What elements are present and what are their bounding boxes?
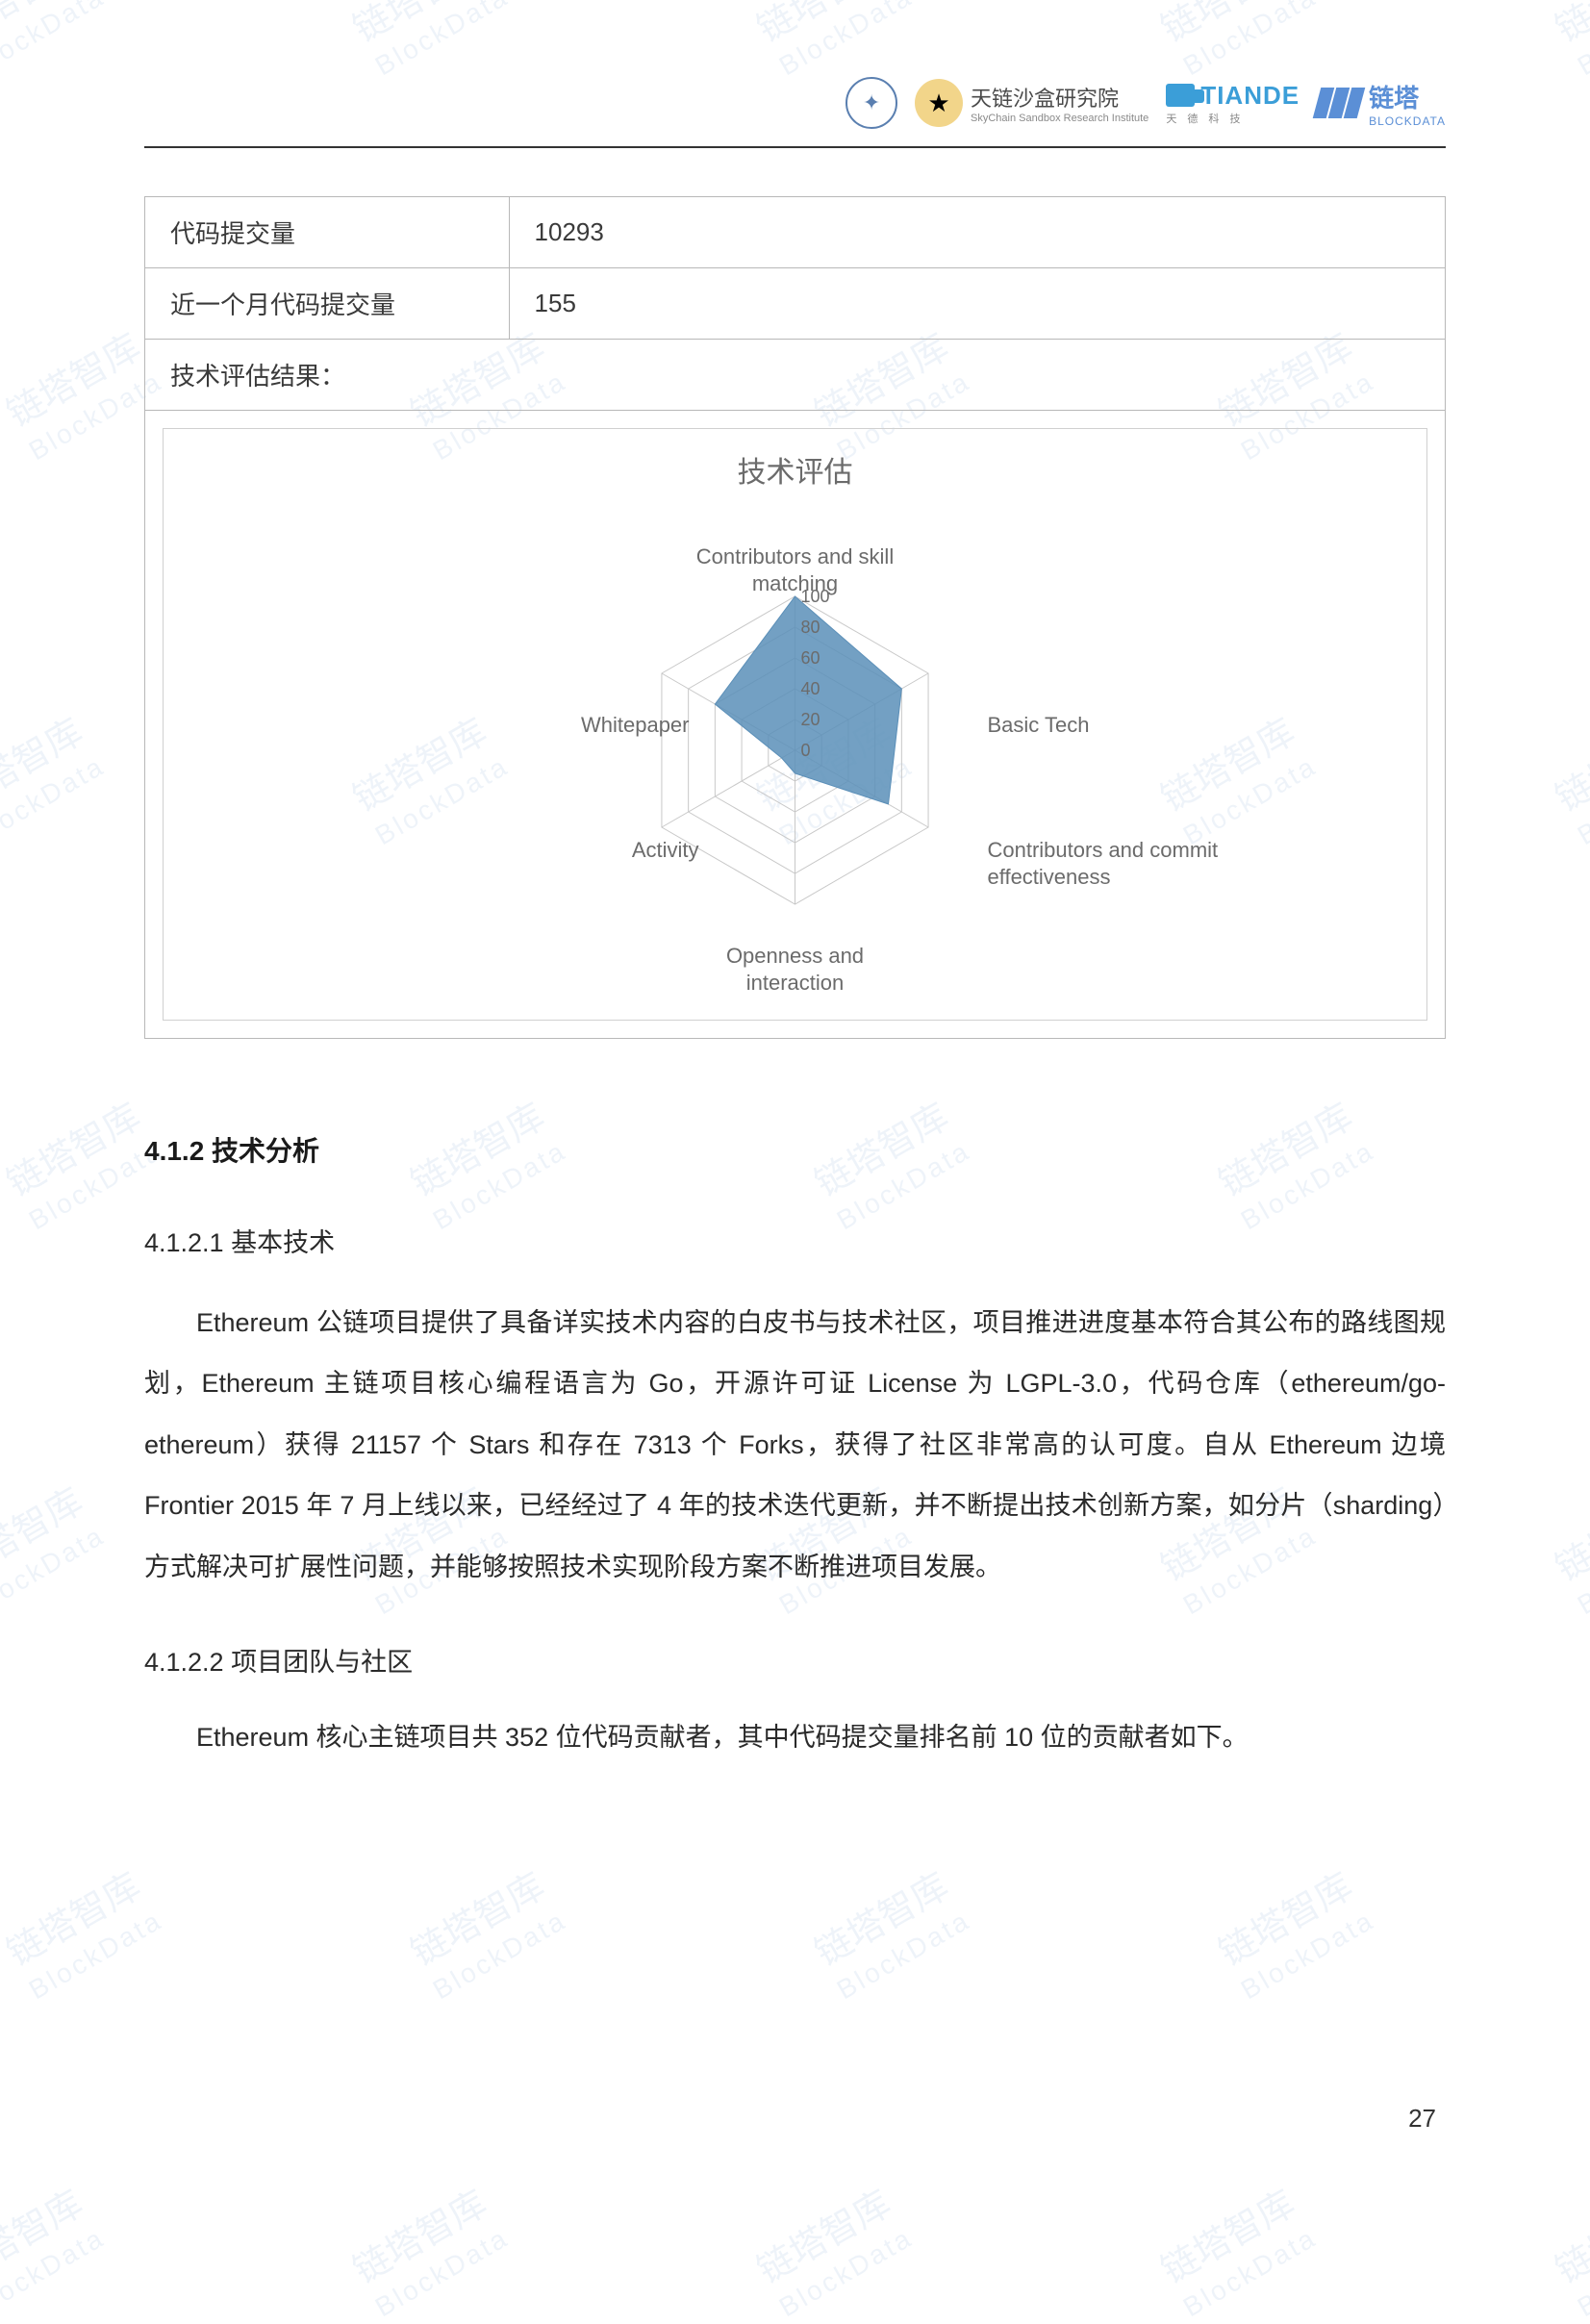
- globe-icon: ✦: [845, 77, 897, 129]
- svg-text:80: 80: [801, 618, 820, 637]
- radar-chart: 技术评估 020406080100Contributors and skill …: [163, 428, 1427, 1021]
- blockdata-en: BLOCKDATA: [1369, 114, 1446, 128]
- tiande-sub: 天 德 科 技: [1166, 111, 1300, 126]
- logo-emblem: ★ 天链沙盒研究院 SkyChain Sandbox Research Inst…: [915, 79, 1148, 127]
- heading-4-1-2-2: 4.1.2.2 项目团队与社区: [144, 1641, 1446, 1679]
- emblem-icon: ★: [915, 79, 963, 127]
- radar-axis-label: Contributors and commit effectiveness: [988, 837, 1219, 890]
- metric-label: 代码提交量: [145, 197, 510, 268]
- paragraph-team: Ethereum 核心主链项目共 352 位代码贡献者，其中代码提交量排名前 1…: [144, 1707, 1446, 1768]
- svg-text:40: 40: [801, 679, 820, 698]
- table-row: 代码提交量 10293: [145, 197, 1446, 268]
- svg-text:20: 20: [801, 710, 820, 729]
- metrics-table: 代码提交量 10293 近一个月代码提交量 155 技术评估结果： 技术评估 0…: [144, 196, 1446, 1039]
- radar-axis-label: Openness and interaction: [690, 943, 901, 996]
- svg-text:0: 0: [801, 741, 811, 760]
- radar-axis-label: Contributors and skill matching: [680, 543, 911, 596]
- paragraph-basic-tech: Ethereum 公链项目提供了具备详实技术内容的白皮书与技术社区，项目推进进度…: [144, 1293, 1446, 1598]
- heading-4-1-2: 4.1.2 技术分析: [144, 1130, 1446, 1169]
- tiande-label: TIANDE: [1200, 81, 1300, 111]
- table-row: 技术评估 020406080100Contributors and skill …: [145, 411, 1446, 1039]
- result-label: 技术评估结果：: [145, 340, 1446, 411]
- org-name-cn: 天链沙盒研究院: [971, 82, 1148, 113]
- logo-globe: ✦: [845, 77, 897, 129]
- radar-axis-label: Activity: [565, 837, 699, 864]
- metric-value: 155: [509, 268, 1445, 340]
- blockdata-icon: [1317, 88, 1361, 118]
- chart-title: 技术评估: [192, 448, 1398, 491]
- tiande-icon: [1166, 84, 1195, 107]
- page-header: ✦ ★ 天链沙盒研究院 SkyChain Sandbox Research In…: [144, 38, 1446, 148]
- table-row: 近一个月代码提交量 155: [145, 268, 1446, 340]
- metric-value: 10293: [509, 197, 1445, 268]
- org-name-en: SkyChain Sandbox Research Institute: [971, 113, 1148, 124]
- logo-blockdata: 链塔 BLOCKDATA: [1317, 79, 1446, 128]
- metric-label: 近一个月代码提交量: [145, 268, 510, 340]
- table-row: 技术评估结果：: [145, 340, 1446, 411]
- blockdata-cn: 链塔: [1369, 79, 1446, 114]
- heading-4-1-2-1: 4.1.2.1 基本技术: [144, 1222, 1446, 1259]
- logo-tiande: TIANDE 天 德 科 技: [1166, 81, 1300, 126]
- svg-text:60: 60: [801, 648, 820, 668]
- radar-axis-label: Whitepaper: [517, 712, 690, 739]
- radar-axis-label: Basic Tech: [988, 712, 1142, 739]
